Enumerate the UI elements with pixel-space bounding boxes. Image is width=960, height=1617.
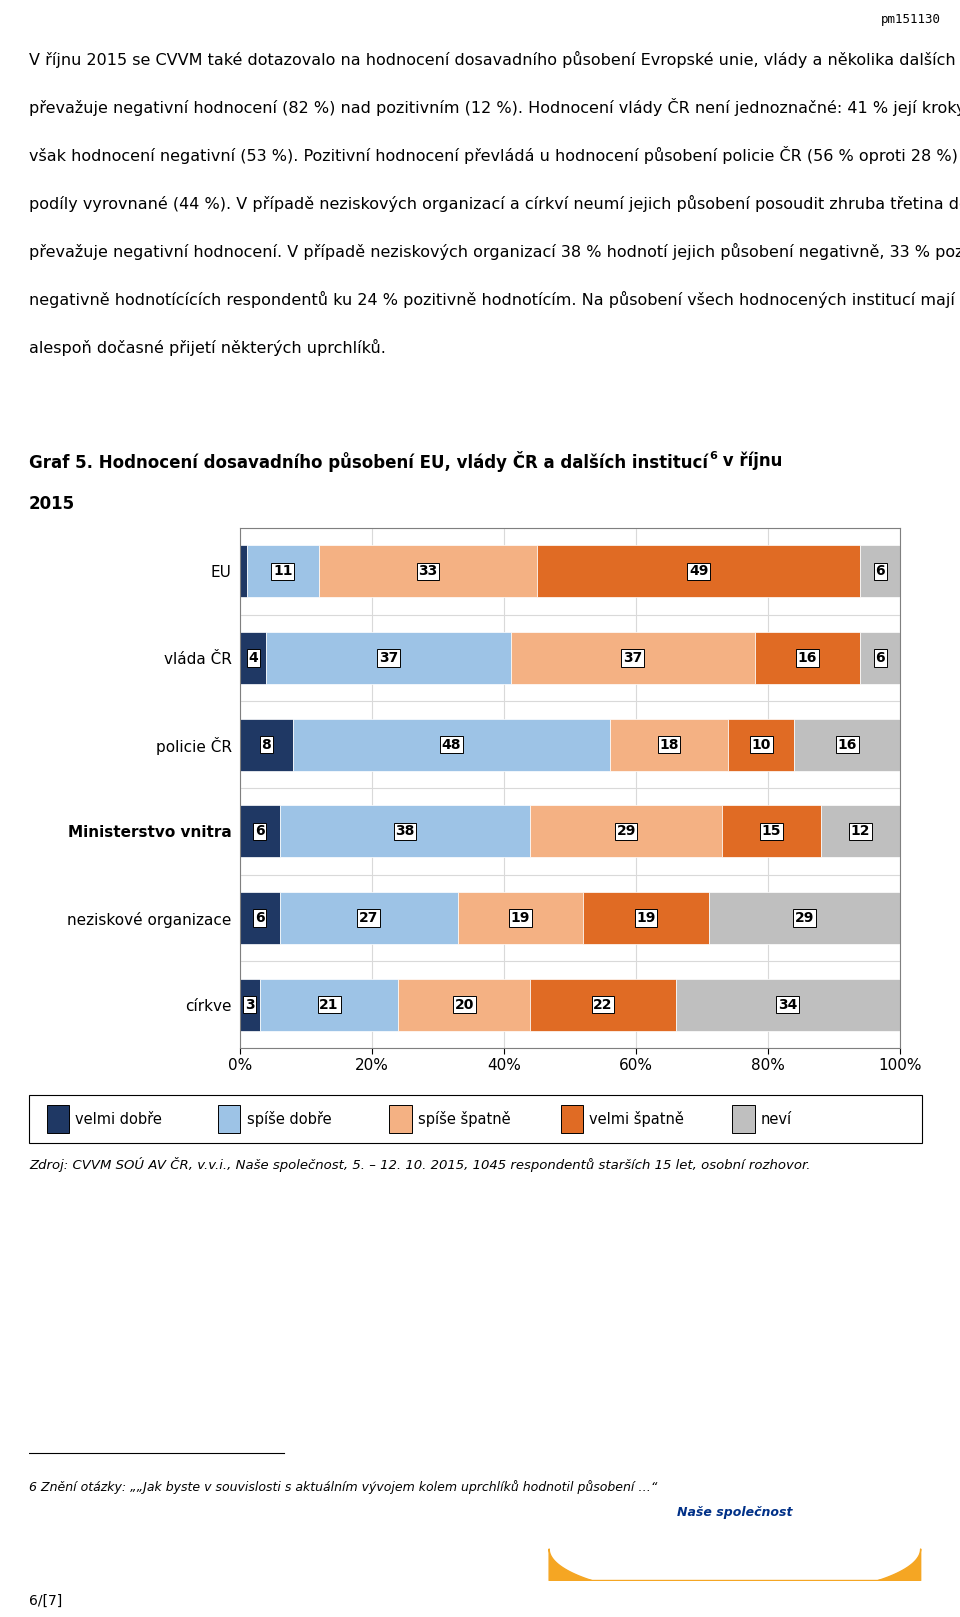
- Text: 12: 12: [851, 825, 870, 838]
- Text: 6: 6: [255, 825, 265, 838]
- Text: 27: 27: [359, 910, 378, 925]
- Bar: [240, 632, 266, 684]
- Bar: [398, 978, 530, 1030]
- Text: 49: 49: [689, 564, 708, 579]
- Text: 33: 33: [419, 564, 438, 579]
- Text: Graf 5. Hodnocení dosavadního působení EU, vlády ČR a dalších institucí: Graf 5. Hodnocení dosavadního působení E…: [29, 451, 708, 472]
- Bar: [729, 718, 795, 771]
- Text: převažuje negativní hodnocení (82 %) nad pozitivním (12 %). Hodnocení vlády ČR n: převažuje negativní hodnocení (82 %) nad…: [29, 99, 960, 116]
- Text: 6/[7]: 6/[7]: [29, 1593, 62, 1607]
- Text: 6: 6: [255, 910, 265, 925]
- Text: 21: 21: [320, 998, 339, 1012]
- Text: však hodnocení negativní (53 %). Pozitivní hodnocení převládá u hodnocení působe: však hodnocení negativní (53 %). Pozitiv…: [29, 146, 960, 163]
- Bar: [240, 718, 293, 771]
- Bar: [610, 718, 729, 771]
- Text: 37: 37: [623, 652, 642, 665]
- Text: 6 Znění otázky: „„Jak byste v souvislosti s aktuálním vývojem kolem uprchlíků ho: 6 Znění otázky: „„Jak byste v souvislost…: [29, 1480, 658, 1494]
- Text: 6: 6: [876, 564, 885, 579]
- Text: alespoň dočasné přijetí některých uprchlíků.: alespoň dočasné přijetí některých uprchl…: [29, 338, 386, 356]
- Bar: [755, 632, 860, 684]
- Bar: [821, 805, 900, 857]
- Text: Zdroj: CVVM SOÚ AV ČR, v.v.i., Naše společnost, 5. – 12. 10. 2015, 1045 responde: Zdroj: CVVM SOÚ AV ČR, v.v.i., Naše spol…: [29, 1158, 810, 1172]
- Text: 22: 22: [593, 998, 612, 1012]
- Bar: [319, 545, 537, 597]
- Text: 11: 11: [274, 564, 293, 579]
- Bar: [584, 893, 708, 944]
- Text: 29: 29: [795, 910, 814, 925]
- Text: podíly vyrovnané (44 %). V případě neziskových organizací a církví neumí jejich : podíly vyrovnané (44 %). V případě nezis…: [29, 194, 960, 212]
- Bar: [708, 893, 900, 944]
- Bar: [537, 545, 860, 597]
- Text: převažuje negativní hodnocení. V případě neziskových organizací 38 % hodnotí jej: převažuje negativní hodnocení. V případě…: [29, 243, 960, 259]
- Text: 19: 19: [511, 910, 530, 925]
- Bar: [795, 718, 900, 771]
- Text: velmi dobře: velmi dobře: [75, 1111, 162, 1127]
- Bar: [860, 545, 900, 597]
- Text: spíše špatně: spíše špatně: [418, 1111, 511, 1127]
- Text: v říjnu: v říjnu: [717, 451, 782, 471]
- Text: spíše dobře: spíše dobře: [247, 1111, 331, 1127]
- Bar: [458, 893, 584, 944]
- Bar: [240, 545, 247, 597]
- Bar: [279, 893, 458, 944]
- Text: 8: 8: [261, 737, 272, 752]
- Bar: [511, 632, 755, 684]
- Text: negativně hodnotícících respondentů ku 24 % pozitivně hodnotícím. Na působení vš: negativně hodnotícících respondentů ku 2…: [29, 291, 960, 307]
- Text: V říjnu 2015 se CVVM také dotazovalo na hodnocení dosavadního působení Evropské : V říjnu 2015 se CVVM také dotazovalo na …: [29, 50, 960, 68]
- Bar: [266, 632, 511, 684]
- Text: velmi špatně: velmi špatně: [589, 1111, 684, 1127]
- Bar: [247, 545, 319, 597]
- Text: 16: 16: [837, 737, 857, 752]
- FancyBboxPatch shape: [561, 1104, 584, 1134]
- Text: 6: 6: [709, 451, 717, 461]
- FancyBboxPatch shape: [218, 1104, 240, 1134]
- Bar: [240, 893, 279, 944]
- Text: 15: 15: [761, 825, 781, 838]
- FancyBboxPatch shape: [732, 1104, 755, 1134]
- Bar: [240, 978, 260, 1030]
- Text: 16: 16: [798, 652, 817, 665]
- Bar: [860, 632, 900, 684]
- Text: 18: 18: [660, 737, 679, 752]
- FancyBboxPatch shape: [390, 1104, 412, 1134]
- Bar: [293, 718, 610, 771]
- Bar: [260, 978, 398, 1030]
- Text: 37: 37: [379, 652, 398, 665]
- Text: 4: 4: [249, 652, 258, 665]
- Bar: [240, 805, 279, 857]
- Bar: [722, 805, 821, 857]
- Text: 34: 34: [779, 998, 798, 1012]
- Text: 19: 19: [636, 910, 656, 925]
- Text: 29: 29: [616, 825, 636, 838]
- Text: 6: 6: [876, 652, 885, 665]
- Text: pm151130: pm151130: [881, 13, 941, 26]
- Bar: [531, 978, 676, 1030]
- Text: 48: 48: [442, 737, 461, 752]
- Bar: [676, 978, 900, 1030]
- Text: 20: 20: [455, 998, 474, 1012]
- FancyBboxPatch shape: [47, 1104, 69, 1134]
- Bar: [279, 805, 531, 857]
- Text: Naše společnost: Naše společnost: [677, 1505, 792, 1518]
- Bar: [531, 805, 722, 857]
- Text: 10: 10: [752, 737, 771, 752]
- Text: 2015: 2015: [29, 495, 75, 513]
- Text: neví: neví: [761, 1111, 792, 1127]
- Text: 38: 38: [396, 825, 415, 838]
- Text: 3: 3: [245, 998, 254, 1012]
